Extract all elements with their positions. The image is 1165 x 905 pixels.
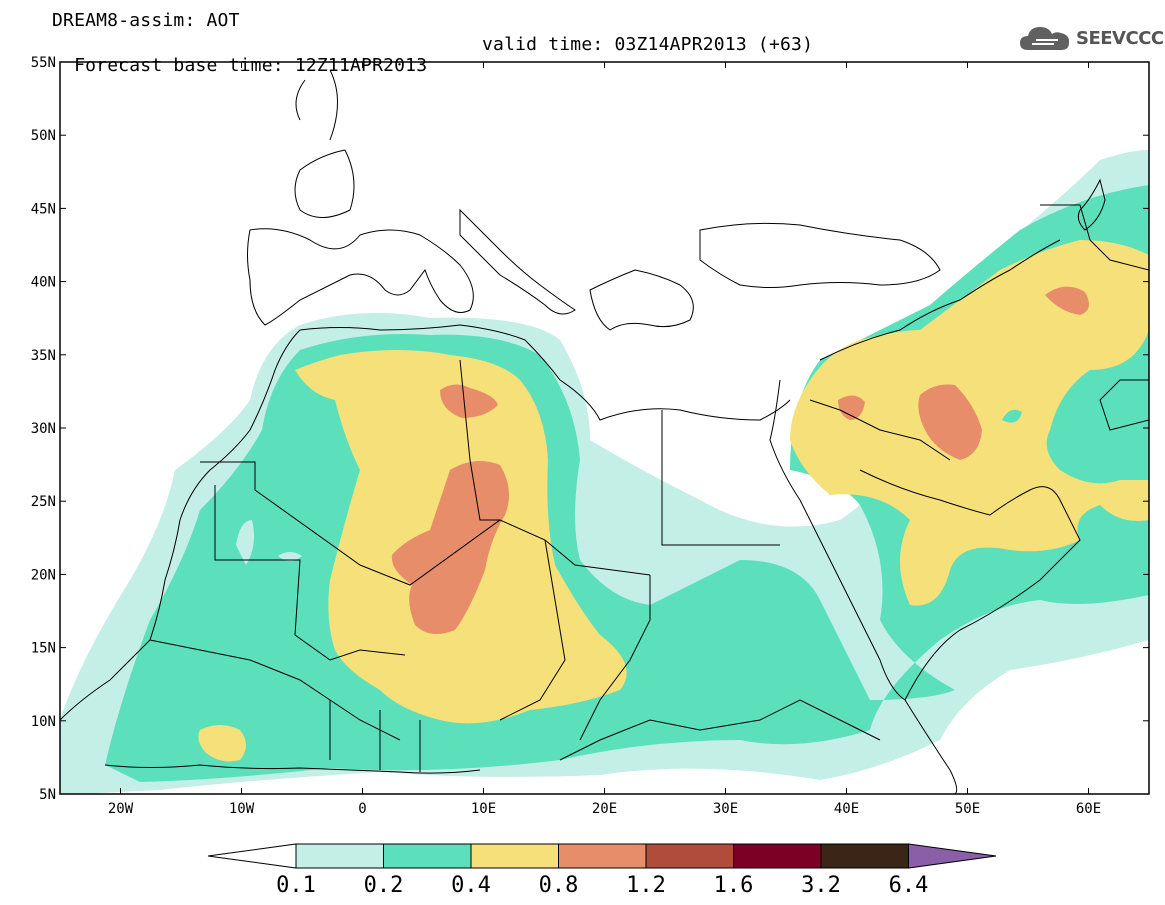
seevccc-logo: SEEVCCC xyxy=(1018,22,1164,54)
colorbar-label: 6.4 xyxy=(889,873,929,898)
lon-tick-label: 0 xyxy=(358,801,366,817)
aot-level-0.1-patches xyxy=(236,520,302,565)
colorbar xyxy=(207,843,997,869)
lat-tick-label: 40N xyxy=(31,275,56,291)
lon-tick-label: 30E xyxy=(713,801,738,817)
lon-tick-label: 20W xyxy=(108,801,134,817)
lat-tick-label: 35N xyxy=(31,348,56,364)
valid-time: valid time: 03Z14APR2013 (+63) xyxy=(482,34,814,55)
coastlines xyxy=(60,69,1149,794)
colorbar-box xyxy=(558,843,647,869)
lon-tick-label: 20E xyxy=(592,801,617,817)
lat-tick-label: 10N xyxy=(31,714,56,730)
colorbar-box xyxy=(733,843,822,869)
lon-tick-label: 10E xyxy=(471,801,496,817)
lat-tick-label: 50N xyxy=(31,128,56,144)
colorbar-label: 3.2 xyxy=(801,873,841,898)
colorbar-labels: 0.1 0.2 0.4 0.8 1.2 1.6 3.2 6.4 xyxy=(276,873,928,898)
colorbar-label: 1.6 xyxy=(714,873,754,898)
cloud-icon xyxy=(1020,27,1070,50)
lon-tick-label: 60E xyxy=(1076,801,1101,817)
longitude-axis: 20W 10W 0 10E 20E 30E 40E 50E 60E xyxy=(108,62,1101,817)
lat-tick-label: 55N xyxy=(31,55,56,71)
colorbar-box xyxy=(470,843,559,869)
colorbar-box xyxy=(383,843,472,869)
colorbar-box xyxy=(295,843,384,869)
lat-tick-label: 30N xyxy=(31,421,56,437)
lat-tick-label: 5N xyxy=(39,787,56,803)
lon-tick-label: 10W xyxy=(229,801,255,817)
logo-text: SEEVCCC xyxy=(1076,28,1164,49)
lat-tick-label: 20N xyxy=(31,567,56,583)
colorbar-under-triangle xyxy=(207,843,297,869)
colorbar-label: 0.4 xyxy=(451,873,491,898)
lat-tick-label: 25N xyxy=(31,494,56,510)
latitude-axis: 55N 50N 45N 40N 35N 30N 25N 20N 15N 10N 5N xyxy=(31,55,1149,803)
colorbar-box xyxy=(820,843,909,869)
lon-tick-label: 40E xyxy=(834,801,859,817)
colorbar-over-triangle xyxy=(908,843,997,869)
colorbar-label: 0.2 xyxy=(364,873,404,898)
colorbar-label: 0.8 xyxy=(539,873,579,898)
chart-title: DREAM8-assim: AOT xyxy=(52,10,240,31)
aot-fields xyxy=(60,150,1149,794)
lat-tick-label: 15N xyxy=(31,641,56,657)
colorbar-box xyxy=(645,843,734,869)
colorbar-label: 0.1 xyxy=(276,873,316,898)
lon-tick-label: 50E xyxy=(955,801,980,817)
lat-tick-label: 45N xyxy=(31,201,56,217)
forecast-times: Forecast base time: 12Z11APR2013 valid t… xyxy=(52,34,813,97)
aot-level-0.8 xyxy=(391,286,1089,634)
base-time: Forecast base time: 12Z11APR2013 xyxy=(74,55,428,76)
colorbar-label: 1.2 xyxy=(626,873,666,898)
